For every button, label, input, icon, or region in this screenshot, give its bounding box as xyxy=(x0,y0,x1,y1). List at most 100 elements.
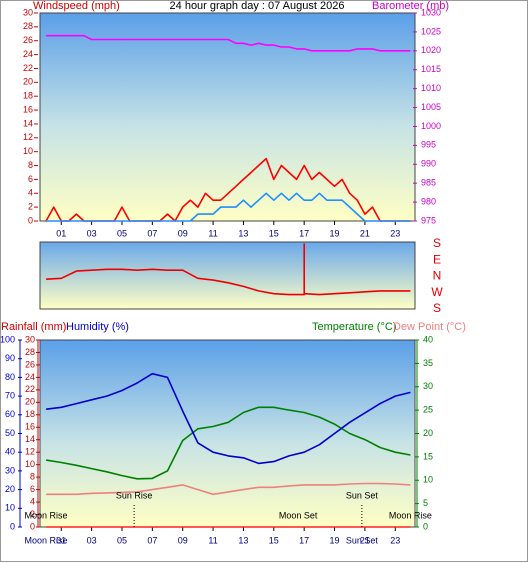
y-tick-label: 5 xyxy=(423,498,428,508)
annotation: Moon Rise xyxy=(389,510,432,520)
x-tick-label: 09 xyxy=(178,228,188,238)
y-tick-label: 0 xyxy=(423,521,428,531)
y-tick-label: 6 xyxy=(28,174,33,184)
x-tick-label: 11 xyxy=(208,535,217,545)
y-tick-label: 18 xyxy=(25,409,35,419)
annotation: Sun Rise xyxy=(116,490,153,500)
x-tick-label: 23 xyxy=(390,228,400,238)
y-tick-label: 8 xyxy=(30,472,35,482)
axis-title: Rainfall (mm) xyxy=(1,321,66,333)
axis-title: Dew Point (°C) xyxy=(393,321,466,333)
y-tick-label: 30 xyxy=(5,465,15,475)
y-tick-label: 30 xyxy=(423,381,433,391)
y-tick-label: 15 xyxy=(423,451,433,461)
x-tick-label: 07 xyxy=(147,535,157,545)
axis-title: Barometer (mb) xyxy=(372,0,449,12)
x-tick-label: 21 xyxy=(360,228,370,238)
y-tick-label: 90 xyxy=(5,353,15,363)
y-tick-label: 26 xyxy=(23,35,33,45)
plot-area xyxy=(39,339,416,528)
y-tick-label: 20 xyxy=(25,397,35,407)
axis-title: Temperature (°C) xyxy=(312,321,396,333)
x-tick-label: 05 xyxy=(117,228,127,238)
y-tick-label: 10 xyxy=(25,459,35,469)
y-tick-label: 1000 xyxy=(421,121,441,131)
y-tick-label: 25 xyxy=(423,405,433,415)
y-tick-label: E xyxy=(433,252,441,266)
y-tick-label: 50 xyxy=(5,428,15,438)
y-tick-label: 4 xyxy=(30,496,35,506)
x-tick-label: 01 xyxy=(56,535,66,545)
x-tick-label: 15 xyxy=(269,228,279,238)
y-tick-label: S xyxy=(433,301,441,315)
y-tick-label: 12 xyxy=(23,132,33,142)
y-tick-label: 10 xyxy=(5,503,15,513)
y-tick-label: 30 xyxy=(25,334,35,344)
y-tick-label: 990 xyxy=(421,159,436,169)
series-line xyxy=(46,34,411,52)
x-tick-label: 23 xyxy=(390,535,400,545)
y-tick-label: 6 xyxy=(30,484,35,494)
y-tick-label: 100 xyxy=(0,334,15,344)
axis-title: Windspeed (mph) xyxy=(33,0,120,12)
y-tick-label: 18 xyxy=(23,91,33,101)
y-tick-label: 60 xyxy=(5,409,15,419)
y-tick-label: 1025 xyxy=(421,26,441,36)
y-tick-label: 975 xyxy=(421,215,436,225)
plot-area xyxy=(39,241,416,310)
x-tick-label: 09 xyxy=(178,535,188,545)
y-tick-label: S xyxy=(433,236,441,250)
y-tick-label: 35 xyxy=(423,358,433,368)
y-tick-label: 2 xyxy=(30,509,35,519)
y-tick-label: 1030 xyxy=(421,7,441,17)
x-tick-label: 19 xyxy=(330,535,340,545)
annotation: Sun Set xyxy=(346,490,379,500)
y-tick-label: 1020 xyxy=(421,45,441,55)
plot-area xyxy=(39,12,416,222)
y-tick-label: 22 xyxy=(23,63,33,73)
y-tick-label: 40 xyxy=(5,447,15,457)
y-tick-label: 8 xyxy=(28,160,33,170)
y-tick-label: 20 xyxy=(23,77,33,87)
series-line xyxy=(46,482,411,496)
y-tick-label: 980 xyxy=(421,196,436,206)
y-tick-label: 10 xyxy=(23,146,33,156)
y-tick-label: 14 xyxy=(25,434,35,444)
y-tick-label: 4 xyxy=(28,188,33,198)
series-line xyxy=(46,243,411,296)
x-tick-label: 17 xyxy=(299,535,309,545)
y-tick-label: 0 xyxy=(10,521,15,531)
x-tick-label: 01 xyxy=(56,228,66,238)
y-tick-label: 80 xyxy=(5,372,15,382)
y-tick-label: 1010 xyxy=(421,83,441,93)
y-tick-label: 20 xyxy=(423,428,433,438)
y-tick-label: 40 xyxy=(423,334,433,344)
x-tick-label: 21 xyxy=(360,535,370,545)
y-tick-label: 14 xyxy=(23,118,33,128)
x-tick-label: 03 xyxy=(87,228,97,238)
y-tick-label: 16 xyxy=(23,104,33,114)
x-tick-label: 03 xyxy=(87,535,97,545)
y-tick-label: 16 xyxy=(25,422,35,432)
y-tick-label: N xyxy=(433,269,442,283)
x-tick-label: 19 xyxy=(330,228,340,238)
x-tick-label: 17 xyxy=(299,228,309,238)
y-tick-label: 1015 xyxy=(421,64,441,74)
y-tick-label: 26 xyxy=(25,359,35,369)
chart-title: 24 hour graph day : 07 August 2026 xyxy=(170,0,345,12)
x-tick-label: 11 xyxy=(208,228,217,238)
series-line xyxy=(45,406,411,480)
y-tick-label: 995 xyxy=(421,140,436,150)
y-tick-label: W xyxy=(431,285,443,299)
y-tick-label: 10 xyxy=(423,475,433,485)
y-tick-label: 2 xyxy=(28,202,33,212)
x-tick-label: 05 xyxy=(117,535,127,545)
annotation: Moon Set xyxy=(279,510,318,520)
y-tick-label: 70 xyxy=(5,390,15,400)
y-tick-label: 985 xyxy=(421,178,436,188)
annotation: Moon Rise xyxy=(25,535,68,545)
y-tick-label: 1005 xyxy=(421,102,441,112)
x-tick-label: 07 xyxy=(147,228,157,238)
y-tick-label: 24 xyxy=(23,49,33,59)
